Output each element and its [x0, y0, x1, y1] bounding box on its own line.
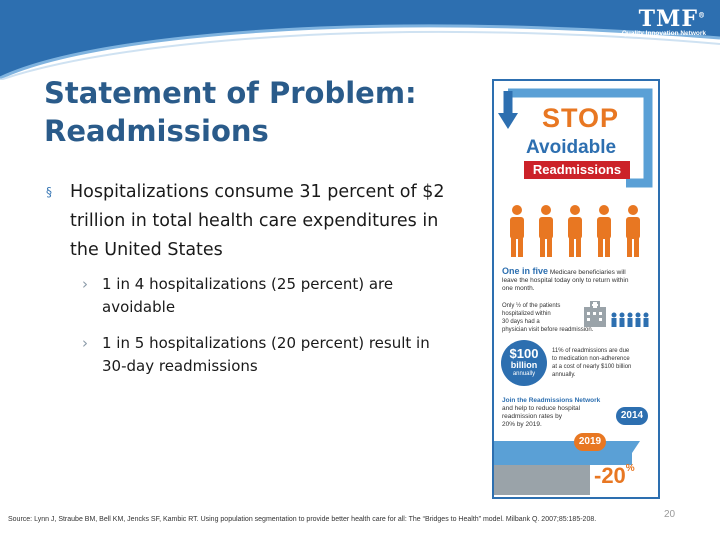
year-2019-badge: 2019 — [574, 433, 606, 451]
readmissions-banner: Readmissions — [524, 161, 630, 179]
half-patients-text: Only ½ of the patients hospitalized with… — [502, 303, 594, 333]
stop-frame-graphic — [498, 88, 653, 188]
main-bullet: § Hospitalizations consume 31 percent of… — [46, 178, 446, 265]
source-citation: Source: Lynn J, Straube BM, Bell KM, Jen… — [8, 516, 597, 523]
year-2014-badge: 2014 — [616, 407, 648, 425]
cost-billion: billion — [510, 360, 538, 370]
tmf-logo: TMF® Quality Innovation Network — [622, 6, 706, 37]
person-icon — [539, 205, 553, 257]
patient-icons — [611, 312, 649, 327]
title-line-1: Statement of Problem: — [44, 76, 417, 110]
cost-text: 11% of readmissions are due to medicatio… — [552, 348, 632, 378]
one-in-five-highlight: One in five — [502, 266, 549, 276]
bullet-text: Hospitalizations consume 31 percent of $… — [70, 182, 445, 260]
down-arrow-icon — [498, 113, 518, 129]
person-icon — [626, 205, 640, 257]
page-number: 20 — [664, 509, 676, 520]
cost-amount: $100 — [509, 346, 539, 361]
avoidable-text: Avoidable — [526, 137, 617, 158]
reduction-bars — [494, 441, 640, 495]
sub-bullet: › 1 in 4 hospitalizations (25 percent) a… — [82, 273, 442, 319]
header-band: TMF® Quality Innovation Network — [0, 0, 720, 80]
stop-text: STOP — [542, 103, 620, 133]
sub-bullet-text: 1 in 4 hospitalizations (25 percent) are… — [102, 275, 394, 316]
sub-bullet-marker: › — [82, 334, 88, 352]
cost-annually: annually — [512, 371, 536, 377]
header-swoosh — [0, 0, 720, 80]
logo-text: TMF® — [638, 6, 706, 32]
reduction-value: -20% — [594, 463, 635, 488]
cost-circle — [501, 340, 547, 386]
join-title: Join the Readmissions Network — [502, 397, 601, 404]
person-icon — [510, 205, 524, 257]
bar-2019 — [494, 465, 590, 495]
sub-bullet: › 1 in 5 hospitalizations (20 percent) r… — [82, 332, 442, 378]
sub-bullet-text: 1 in 5 hospitalizations (20 percent) res… — [102, 334, 430, 375]
hospital-icon — [584, 301, 649, 327]
people-icons — [510, 205, 640, 257]
logo-tagline: Quality Innovation Network — [621, 30, 706, 37]
person-icon — [597, 205, 611, 257]
person-icon — [568, 205, 582, 257]
sub-bullet-marker: › — [82, 275, 88, 293]
readmissions-infographic: STOP Avoidable Readmissions One in five … — [492, 79, 660, 499]
join-text: Join the Readmissions Network and help t… — [502, 397, 654, 429]
page-title: Statement of Problem: Readmissions — [44, 74, 464, 150]
bar-2014 — [494, 441, 632, 465]
title-line-2: Readmissions — [44, 114, 269, 148]
one-in-five-text: One in five Medicare beneficiaries will … — [502, 266, 629, 293]
bullet-marker: § — [46, 185, 52, 199]
